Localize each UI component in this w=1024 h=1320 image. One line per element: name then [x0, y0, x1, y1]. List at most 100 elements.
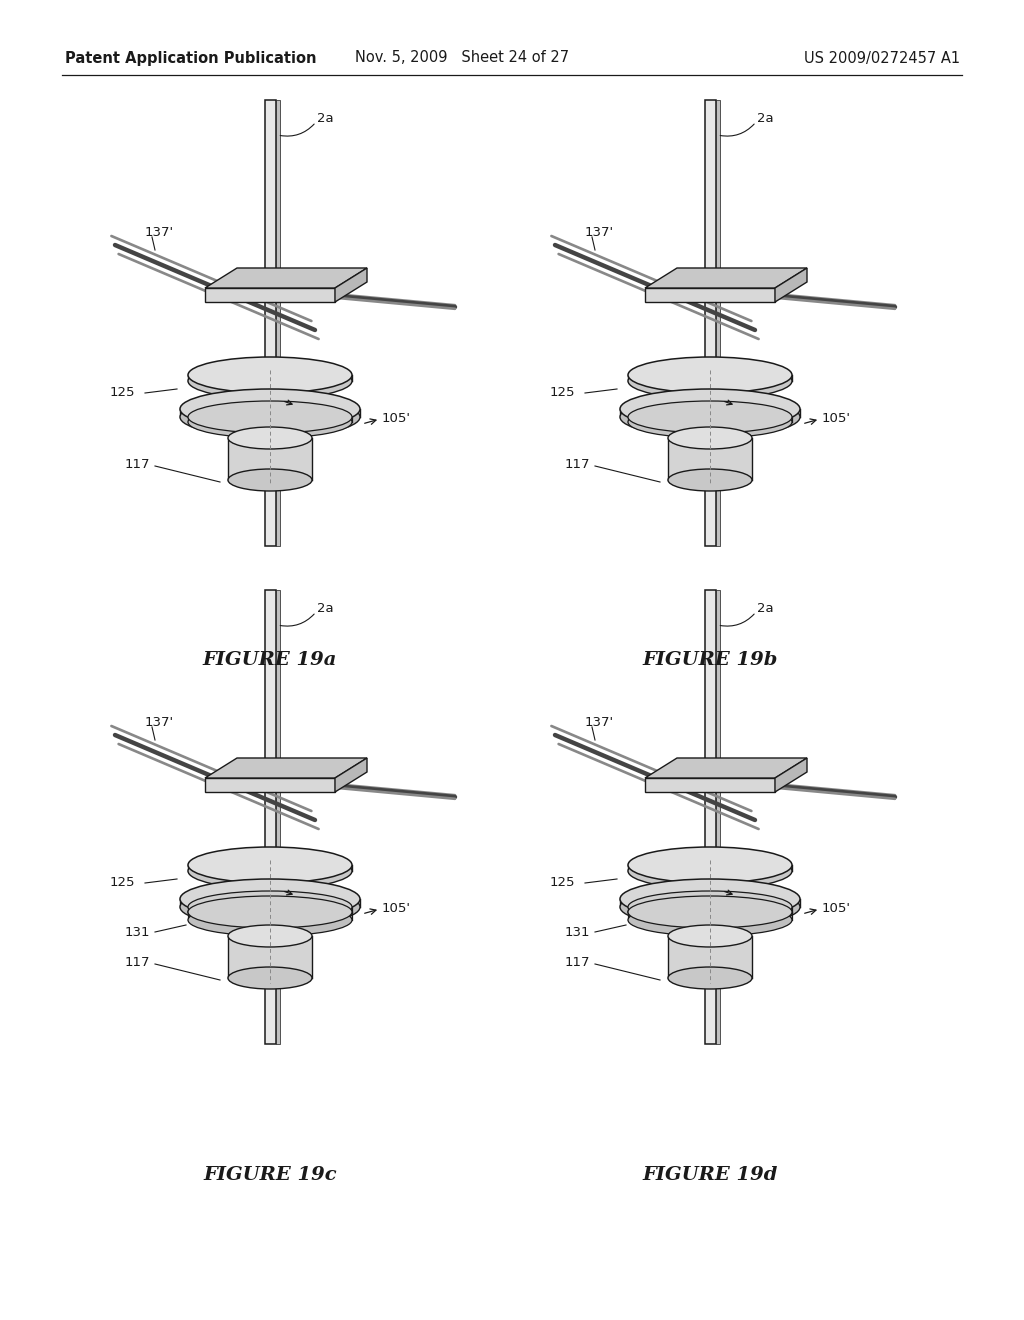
Polygon shape — [205, 777, 335, 792]
Polygon shape — [335, 758, 367, 792]
Ellipse shape — [628, 401, 792, 433]
Ellipse shape — [668, 469, 752, 491]
Ellipse shape — [188, 896, 352, 928]
Ellipse shape — [242, 866, 298, 876]
Polygon shape — [205, 268, 367, 288]
Ellipse shape — [668, 925, 752, 946]
Bar — [668, 936, 752, 978]
Ellipse shape — [628, 847, 792, 883]
Text: 131: 131 — [125, 925, 150, 939]
Text: FIGURE 19a: FIGURE 19a — [203, 651, 337, 669]
Ellipse shape — [242, 894, 298, 904]
Ellipse shape — [628, 904, 792, 936]
Bar — [620, 899, 800, 907]
Bar — [628, 907, 792, 912]
Ellipse shape — [620, 389, 800, 429]
Ellipse shape — [242, 376, 298, 385]
Text: 2a: 2a — [757, 602, 773, 615]
Text: Nov. 5, 2009   Sheet 24 of 27: Nov. 5, 2009 Sheet 24 of 27 — [355, 50, 569, 66]
Bar — [180, 899, 360, 907]
Bar — [188, 907, 352, 912]
Bar — [682, 871, 738, 899]
Bar — [180, 409, 360, 417]
Bar — [620, 409, 800, 417]
Polygon shape — [275, 100, 280, 546]
Ellipse shape — [620, 397, 800, 437]
Text: 125: 125 — [550, 387, 575, 400]
Polygon shape — [645, 268, 807, 288]
Polygon shape — [645, 288, 775, 302]
Text: 117: 117 — [125, 458, 150, 471]
Polygon shape — [335, 268, 367, 302]
Ellipse shape — [620, 887, 800, 927]
Ellipse shape — [628, 363, 792, 399]
Bar — [242, 871, 298, 899]
Text: 105': 105' — [822, 412, 851, 425]
Ellipse shape — [188, 904, 352, 936]
Text: US 2009/0272457 A1: US 2009/0272457 A1 — [804, 50, 961, 66]
Ellipse shape — [682, 404, 738, 414]
Text: 137': 137' — [585, 717, 614, 730]
Ellipse shape — [668, 426, 752, 449]
Text: 2a: 2a — [317, 602, 334, 615]
Ellipse shape — [180, 389, 360, 429]
Ellipse shape — [628, 896, 792, 928]
Ellipse shape — [180, 887, 360, 927]
Bar — [628, 417, 792, 422]
Text: 105': 105' — [382, 903, 411, 916]
Text: Patent Application Publication: Patent Application Publication — [65, 50, 316, 66]
Polygon shape — [775, 758, 807, 792]
Polygon shape — [645, 777, 775, 792]
Bar — [628, 912, 792, 920]
Ellipse shape — [188, 896, 352, 928]
Text: 117: 117 — [564, 957, 590, 969]
Bar — [682, 381, 738, 409]
Polygon shape — [264, 590, 275, 1044]
Bar — [188, 375, 352, 381]
Text: 105': 105' — [382, 412, 411, 425]
Text: FIGURE 19d: FIGURE 19d — [642, 1166, 777, 1184]
Ellipse shape — [188, 407, 352, 438]
Polygon shape — [705, 590, 716, 1044]
Ellipse shape — [188, 356, 352, 393]
Polygon shape — [264, 100, 275, 546]
Text: 137': 137' — [585, 227, 614, 239]
Polygon shape — [205, 288, 335, 302]
Bar — [242, 381, 298, 409]
Polygon shape — [205, 758, 367, 777]
Bar — [668, 438, 752, 480]
Ellipse shape — [682, 894, 738, 904]
Bar — [228, 438, 312, 480]
Ellipse shape — [620, 879, 800, 919]
Text: 125: 125 — [550, 876, 575, 890]
Ellipse shape — [188, 847, 352, 883]
Polygon shape — [775, 268, 807, 302]
Bar — [228, 936, 312, 978]
Bar — [628, 375, 792, 381]
Ellipse shape — [228, 925, 312, 946]
Text: 2a: 2a — [757, 111, 773, 124]
Text: 125: 125 — [110, 387, 135, 400]
Ellipse shape — [628, 407, 792, 438]
Ellipse shape — [188, 853, 352, 888]
Ellipse shape — [668, 968, 752, 989]
Text: FIGURE 19b: FIGURE 19b — [642, 651, 777, 669]
Text: 2a: 2a — [317, 111, 334, 124]
Polygon shape — [716, 100, 720, 546]
Bar — [188, 865, 352, 871]
Ellipse shape — [228, 426, 312, 449]
Text: 117: 117 — [564, 458, 590, 471]
Bar — [628, 865, 792, 871]
Ellipse shape — [628, 896, 792, 928]
Text: 137': 137' — [145, 717, 174, 730]
Ellipse shape — [188, 363, 352, 399]
Ellipse shape — [180, 397, 360, 437]
Polygon shape — [705, 100, 716, 546]
Ellipse shape — [228, 968, 312, 989]
Ellipse shape — [628, 891, 792, 923]
Bar — [188, 417, 352, 422]
Text: FIGURE 19c: FIGURE 19c — [203, 1166, 337, 1184]
Text: 117: 117 — [125, 957, 150, 969]
Polygon shape — [275, 590, 280, 1044]
Polygon shape — [716, 590, 720, 1044]
